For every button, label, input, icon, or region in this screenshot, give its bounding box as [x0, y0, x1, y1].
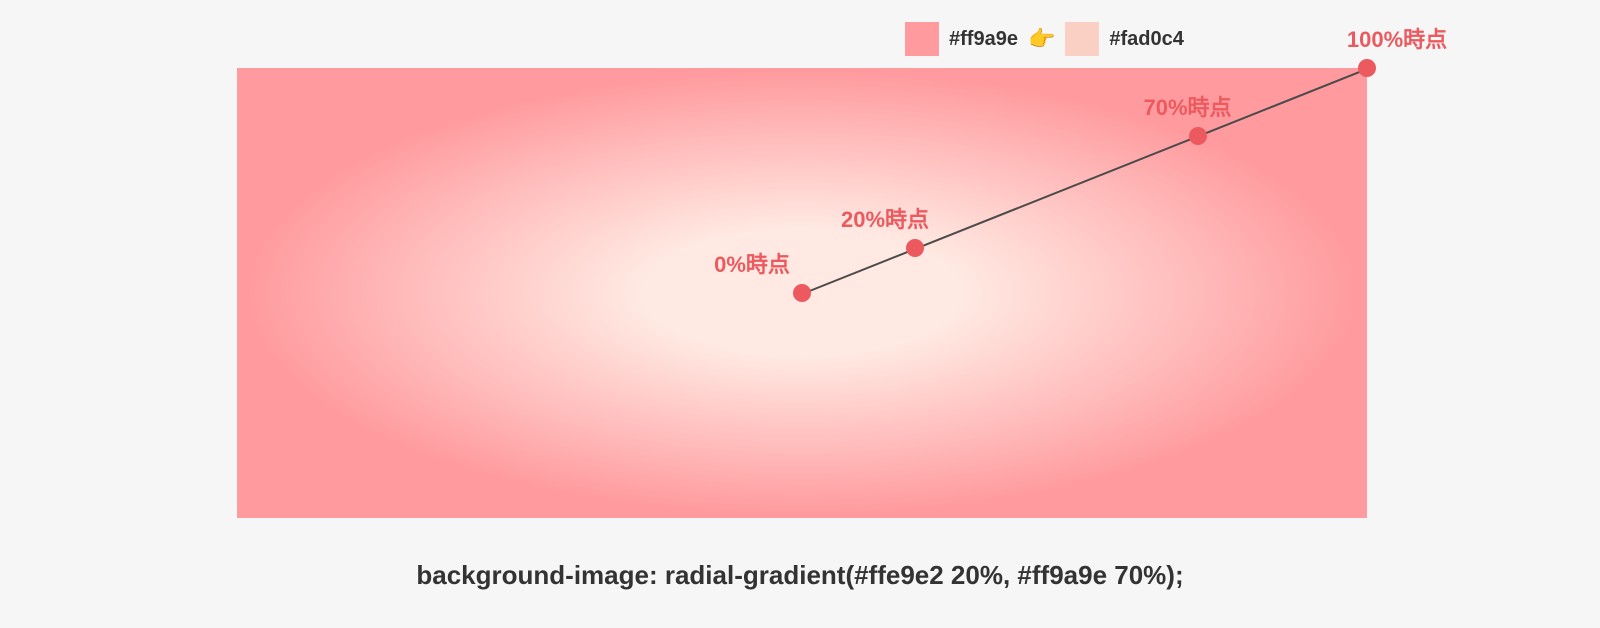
legend-swatch: [1065, 22, 1099, 56]
legend-label: #fad0c4: [1109, 28, 1184, 51]
gradient-stop-label: 0%時点: [714, 247, 790, 279]
legend-swatch: [905, 22, 939, 56]
gradient-stop-marker: [793, 284, 811, 302]
gradient-stop-label: 70%時点: [1143, 90, 1231, 122]
legend-label: #ff9a9e: [949, 28, 1018, 51]
pointing-right-icon: 👉: [1028, 26, 1055, 52]
gradient-stop-marker: [1358, 59, 1376, 77]
color-legend: #ff9a9e 👉 #fad0c4: [905, 22, 1184, 56]
css-code-caption: background-image: radial-gradient(#ffe9e…: [0, 560, 1600, 591]
gradient-stop-marker: [1189, 127, 1207, 145]
gradient-stop-label: 100%時点: [1347, 22, 1447, 54]
gradient-stop-marker: [906, 239, 924, 257]
gradient-stop-label: 20%時点: [841, 202, 929, 234]
caption-text: background-image: radial-gradient(#ffe9e…: [416, 560, 1183, 590]
